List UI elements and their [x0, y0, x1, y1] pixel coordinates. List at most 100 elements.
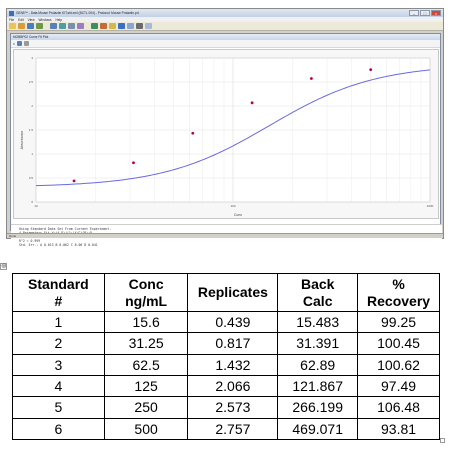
key-icon[interactable] — [109, 23, 116, 29]
tools-icon[interactable] — [100, 23, 107, 29]
menu-file[interactable]: File — [9, 17, 15, 22]
header-standard: Standard # — [12, 273, 105, 312]
table-row: 1 15.6 0.439 15.483 99.25 — [12, 310, 440, 334]
cell-back-calc: 15.483 — [277, 310, 359, 334]
standards-table: Standard # Conc ng/mL Replicates Back Ca… — [12, 273, 440, 441]
menu-edit[interactable]: Edit — [18, 17, 24, 22]
cell-conc: 500 — [103, 417, 189, 441]
fit-line-1: Using Standard Data Set From Current Exp… — [19, 227, 112, 231]
cell-replicates: 2.573 — [187, 396, 279, 419]
status-bar: Done — [7, 233, 443, 238]
table-header-row: Standard # Conc ng/mL Replicates Back Ca… — [12, 273, 440, 312]
fit-results-panel: Using Standard Data Set From Current Exp… — [11, 224, 442, 260]
application-window: GEN5™ - Data Mouse Prolactin KIT,std.xml… — [6, 8, 444, 260]
y-tick-label: 0 — [31, 200, 33, 204]
open-folder-icon[interactable] — [18, 23, 25, 29]
cell-standard: 6 — [12, 417, 105, 441]
new-file-icon[interactable] — [9, 23, 16, 29]
chart-icon[interactable] — [91, 23, 98, 29]
cell-back-calc: 121.867 — [277, 374, 359, 398]
table-row: 6 500 2.757 469.071 93.81 — [12, 417, 440, 441]
header-back-calc: Back Calc — [277, 273, 359, 312]
app-icon — [9, 10, 14, 16]
cell-standard: 5 — [12, 396, 105, 419]
y-axis-label: Absorbance — [20, 131, 24, 150]
cell-back-calc: 469.071 — [277, 417, 359, 441]
cell-back-calc: 266.199 — [277, 396, 359, 419]
maximize-button[interactable]: □ — [420, 10, 430, 16]
child-window-title: MOBBP02 Curve Fit Plot — [13, 35, 49, 39]
data-point — [309, 77, 313, 80]
cell-recovery: 97.49 — [357, 374, 440, 398]
fit-curve-line — [35, 69, 431, 187]
table-row: 2 31.25 0.817 31.391 100.45 — [12, 332, 440, 355]
cell-recovery: 100.62 — [357, 353, 440, 376]
x-axis-label: Conc — [234, 213, 242, 217]
save-icon[interactable] — [27, 23, 34, 29]
chart-svg: 0 0.5 1 1.5 2 2.5 3 10 100 1000 Absorbance Conc — [20, 56, 434, 217]
menu-windows[interactable]: Windows — [38, 17, 52, 22]
fit-line-5: Std. Err.: A 0.013 B 0.062 C 8.06 D 0.04… — [19, 243, 98, 247]
cell-standard: 4 — [12, 374, 105, 398]
cell-recovery: 93.81 — [357, 417, 440, 441]
menu-bar: File Edit View Windows Help — [7, 17, 443, 22]
help-icon[interactable] — [118, 23, 125, 29]
menu-help[interactable]: Help — [55, 17, 62, 22]
move-anchor-icon[interactable]: ⊕ — [0, 263, 7, 270]
grid-icon[interactable] — [136, 23, 143, 29]
menu-view[interactable]: View — [27, 17, 35, 22]
plot-toolbar: x — [11, 40, 440, 48]
cascade-icon[interactable] — [145, 23, 152, 29]
cell-replicates: 0.439 — [187, 310, 279, 334]
cell-replicates: 2.066 — [187, 374, 279, 398]
cell-back-calc: 31.391 — [277, 332, 359, 355]
table-row: 5 250 2.573 266.199 106.48 — [12, 396, 440, 419]
main-toolbar — [7, 22, 443, 31]
window-title: GEN5™ - Data Mouse Prolactin KIT,std.xml… — [16, 11, 139, 15]
plate-icon[interactable] — [36, 23, 43, 29]
report-icon[interactable] — [77, 23, 84, 29]
cell-standard: 2 — [12, 332, 105, 355]
cell-replicates: 2.757 — [187, 417, 279, 441]
resize-handle[interactable] — [440, 438, 445, 443]
cell-replicates: 1.432 — [187, 353, 279, 376]
window-icon[interactable] — [127, 23, 134, 29]
cell-conc: 250 — [103, 396, 189, 419]
fit-line-4: R^2 = 0.999 — [19, 239, 41, 243]
y-tick-label: 3 — [31, 56, 33, 60]
y-tick-label: 2 — [31, 104, 33, 108]
x-tick-label: 1000 — [427, 204, 434, 208]
child-title-bar: MOBBP02 Curve Fit Plot — [11, 34, 440, 40]
cell-standard: 3 — [12, 353, 105, 376]
data-point — [132, 161, 135, 165]
table-row: 3 62.5 1.432 62.89 100.62 — [12, 353, 440, 376]
y-tick-label: 1.5 — [29, 128, 34, 132]
header-replicates: Replicates — [187, 273, 279, 312]
cell-conc: 15.6 — [103, 310, 189, 334]
cell-recovery: 106.48 — [357, 396, 440, 419]
cell-recovery: 99.25 — [357, 310, 440, 334]
x-tick-label: 10 — [34, 204, 38, 208]
minimize-button[interactable]: – — [409, 10, 419, 16]
cell-recovery: 100.45 — [357, 332, 440, 355]
header-recovery: % Recovery — [357, 273, 440, 312]
close-button[interactable]: × — [431, 10, 441, 16]
zoom-icon[interactable] — [16, 41, 22, 46]
cell-conc: 62.5 — [103, 353, 189, 376]
cell-conc: 125 — [103, 374, 189, 398]
y-tick-label: 1 — [31, 152, 33, 156]
data-point — [191, 131, 195, 135]
curve-fit-window: MOBBP02 Curve Fit Plot x 0 0.5 1 1.5 2 2.5 3 10… — [10, 33, 442, 260]
layout-icon[interactable] — [68, 23, 75, 29]
settings-icon[interactable] — [23, 41, 29, 46]
title-bar: GEN5™ - Data Mouse Prolactin KIT,std.xml… — [7, 9, 443, 17]
data-point — [72, 179, 76, 183]
x-tick-label: 100 — [230, 204, 235, 208]
data-point — [369, 68, 373, 72]
protocol-icon[interactable] — [59, 23, 66, 29]
read-plate-icon[interactable] — [50, 23, 57, 29]
data-point — [250, 101, 254, 105]
table-row: 4 125 2.066 121.867 97.49 — [12, 374, 440, 398]
cell-back-calc: 62.89 — [277, 353, 359, 376]
curve-fit-chart: 0 0.5 1 1.5 2 2.5 3 10 100 1000 Absorbance Conc — [13, 49, 439, 219]
